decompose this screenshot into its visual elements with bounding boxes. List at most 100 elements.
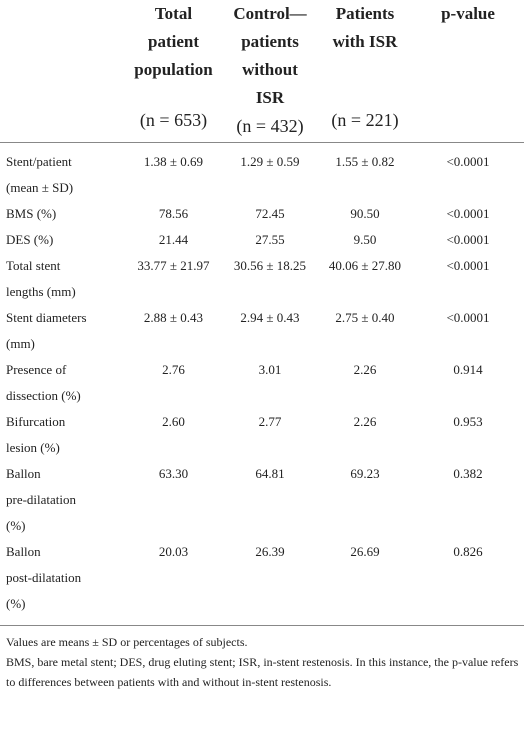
data-table: Total patient population (n = 653) Control— p…: [0, 0, 524, 626]
table-cell: <0.0001: [446, 154, 490, 169]
table-row: Ballon post-dilatation (%) 20.03 26.39 26.69 0…: [0, 539, 524, 626]
table-cell: 0.826: [453, 544, 483, 559]
header-text: population: [134, 60, 213, 79]
footnote: Values are means ± SD or percentages of …: [6, 635, 248, 649]
table-cell: 1.38 ± 0.69: [143, 154, 204, 169]
table-cell: 64.81: [255, 466, 285, 481]
header-text: patients: [241, 32, 299, 51]
header-text: Total: [154, 4, 193, 23]
row-label: BMS (%): [0, 201, 125, 227]
header-lines: Control— patients without ISR: [222, 0, 318, 112]
table-cell: 2.77: [258, 414, 282, 429]
row-label: Total stent lengths (mm): [0, 253, 125, 305]
row-label-text: (%): [6, 596, 26, 611]
header-text: without: [242, 60, 298, 79]
table-cell: 2.94 ± 0.43: [240, 310, 300, 325]
row-label-text: Ballon: [6, 466, 41, 481]
table-cell: 1.55 ± 0.82: [335, 154, 395, 169]
header-cell: [0, 0, 125, 143]
row-label-text: DES (%): [6, 232, 54, 247]
row-label-text: Bifurcation: [6, 414, 66, 429]
table-cell: 30.56 ± 18.25: [233, 258, 307, 273]
header-cell: Patients with ISR (n = 221): [318, 0, 412, 143]
table-cell: <0.0001: [446, 206, 490, 221]
row-label: Ballon pre-dilatation (%): [0, 461, 125, 539]
row-label-text: dissection (%): [6, 388, 81, 403]
table-cell: 90.50: [350, 206, 380, 221]
row-label-text: Presence of: [6, 362, 67, 377]
row-label-text: Total stent: [6, 258, 61, 273]
header-n: (n = 432): [236, 116, 304, 136]
row-label-text: pre-dilatation: [6, 492, 77, 507]
table-cell: 1.29 ± 0.59: [240, 154, 300, 169]
row-label-text: post-dilatation: [6, 570, 82, 585]
header-cell: Total patient population (n = 653): [125, 0, 222, 143]
table-cell: 2.26: [353, 362, 377, 377]
table-cell: 20.03: [158, 544, 189, 559]
table-cell: 2.88 ± 0.43: [143, 310, 204, 325]
row-label-text: lesion (%): [6, 440, 60, 455]
table-cell: 0.382: [453, 466, 483, 481]
table-row: Stent diameters (mm) 2.88 ± 0.43 2.94 ± 0.4…: [0, 305, 524, 357]
footnotes: Values are means ± SD or percentages of …: [0, 626, 524, 692]
table-cell: 21.44: [158, 232, 189, 247]
header-box: Control— patients without ISR (n = 432): [222, 0, 318, 142]
header-box: p-value: [412, 0, 524, 142]
row-label-text: (%): [6, 518, 26, 533]
table-row: Presence of dissection (%) 2.76 3.01 2.26 0.9…: [0, 357, 524, 409]
table-row: Total stent lengths (mm) 33.77 ± 21.97 30.5…: [0, 253, 524, 305]
header-lines: p-value: [412, 0, 524, 28]
table-cell: 63.30: [158, 466, 189, 481]
row-label-text: BMS (%): [6, 206, 57, 221]
header-lines: Patients with ISR: [318, 0, 412, 56]
table-row: DES (%) 21.44 27.55 9.50 <0.0001: [0, 227, 524, 253]
header-text: patient: [148, 32, 199, 51]
header-text: Patients: [335, 4, 395, 23]
header-box: Total patient population (n = 653): [125, 0, 222, 142]
table-row: Stent/patient (mean ± SD) 1.38 ± 0.69 1.29 …: [0, 143, 524, 202]
table-cell: <0.0001: [446, 258, 490, 273]
header-cell: p-value: [412, 0, 524, 143]
row-label-text: Stent diameters: [6, 310, 87, 325]
table-cell: 0.953: [453, 414, 483, 429]
table-cell: 9.50: [353, 232, 377, 247]
table-row: BMS (%) 78.56 72.45 90.50 <0.0001: [0, 201, 524, 227]
table-cell: 69.23: [350, 466, 380, 481]
header-row: Total patient population (n = 653) Control— p…: [0, 0, 524, 143]
table-row: Bifurcation lesion (%) 2.60 2.77 2.26 0.953: [0, 409, 524, 461]
row-label-text: Ballon: [6, 544, 41, 559]
table-cell: 33.77 ± 21.97: [137, 258, 210, 273]
table-cell: 2.26: [353, 414, 377, 429]
row-label-text: lengths (mm): [6, 284, 76, 299]
table-cell: 27.55: [255, 232, 285, 247]
row-label: Presence of dissection (%): [0, 357, 125, 409]
header-n: (n = 653): [139, 110, 208, 130]
row-label: Stent diameters (mm): [0, 305, 125, 357]
row-label: DES (%): [0, 227, 125, 253]
table-cell: 2.60: [162, 414, 185, 429]
table-cell: 3.01: [258, 362, 282, 377]
header-text: p-value: [441, 4, 495, 23]
header-text: Control—: [233, 4, 307, 23]
row-label: Ballon post-dilatation (%): [0, 539, 125, 626]
row-label: Bifurcation lesion (%): [0, 409, 125, 461]
row-label-text: (mean ± SD): [6, 180, 74, 195]
header-text: with ISR: [332, 32, 398, 51]
row-label-text: Stent/patient: [6, 154, 72, 169]
table-cell: <0.0001: [446, 232, 490, 247]
table-cell: 0.914: [453, 362, 483, 377]
footnote: BMS, bare metal stent; DES, drug eluting…: [6, 655, 519, 689]
row-label-text: (mm): [6, 336, 35, 351]
table-cell: 40.06 ± 27.80: [328, 258, 402, 273]
table-cell: <0.0001: [446, 310, 490, 325]
table-row: Ballon pre-dilatation (%) 63.30 64.81 69.23 0.…: [0, 461, 524, 539]
table-cell: 26.39: [255, 544, 285, 559]
header-lines: Total patient population: [125, 0, 222, 84]
table-cell: 72.45: [255, 206, 285, 221]
table-cell: 2.76: [162, 362, 185, 377]
header-n: (n = 221): [331, 110, 399, 130]
table-cell: 2.75 ± 0.40: [335, 310, 395, 325]
header-box: Patients with ISR (n = 221): [318, 0, 412, 142]
table-cell: 26.69: [350, 544, 380, 559]
